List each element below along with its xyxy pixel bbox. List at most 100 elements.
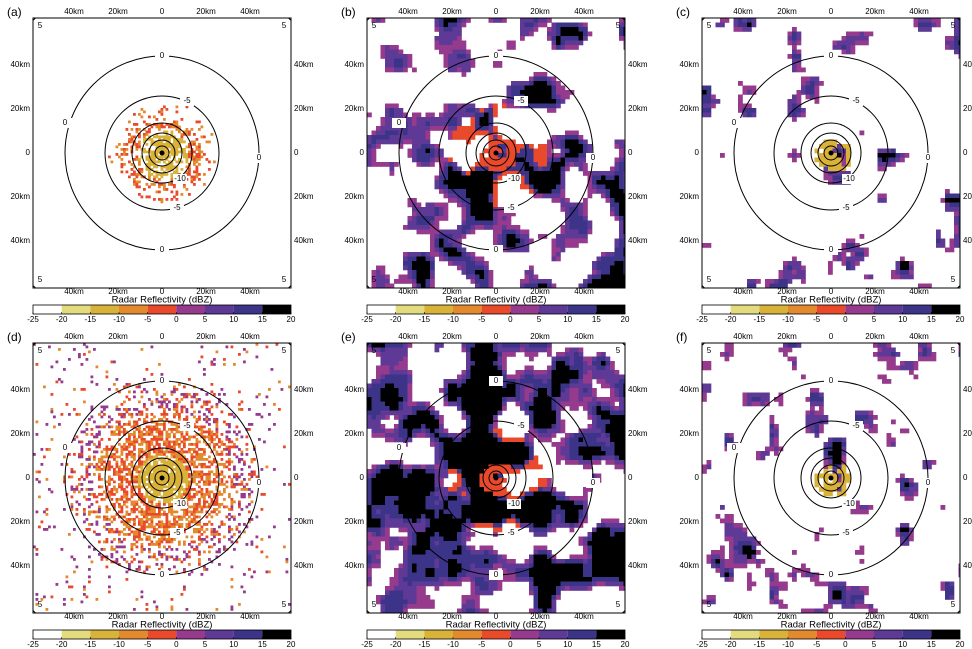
echo-cell — [148, 433, 151, 436]
echo-cell — [225, 453, 229, 456]
echo-cell — [578, 22, 584, 28]
echo-cell — [190, 453, 194, 456]
echo-cell — [832, 171, 838, 176]
echo-cell — [614, 157, 620, 163]
echo-cell — [787, 261, 793, 266]
echo-cell — [108, 415, 111, 419]
echo-cell — [35, 598, 39, 601]
echo-cell — [193, 465, 196, 469]
echo-cell — [200, 465, 204, 469]
echo-cell — [120, 163, 124, 166]
echo-cell — [614, 166, 620, 172]
echo-cell — [195, 473, 199, 476]
echo-cell — [203, 483, 206, 486]
echo-cell — [560, 94, 566, 100]
echo-cell — [623, 274, 625, 280]
y-tick-label: 40km — [294, 385, 314, 394]
echo-cell — [125, 148, 129, 151]
range-ring — [141, 132, 183, 174]
echo-cell — [118, 473, 121, 476]
echo-cell — [133, 443, 136, 446]
echo-cell — [542, 22, 548, 28]
echo-cell — [183, 543, 186, 546]
echo-cell — [416, 261, 422, 266]
echo-cell — [439, 189, 444, 194]
echo-cell — [213, 393, 216, 396]
echo-cell — [153, 468, 156, 471]
echo-cell — [195, 470, 199, 474]
echo-cell — [125, 438, 129, 441]
echo-cell — [180, 468, 184, 471]
echo-cell — [148, 168, 151, 171]
echo-cell — [493, 184, 498, 190]
echo-cell — [614, 274, 620, 280]
echo-cell — [188, 550, 191, 554]
echo-cell — [173, 405, 176, 409]
echo-cell — [475, 184, 480, 190]
echo-cell — [556, 238, 561, 244]
echo-cell — [533, 72, 539, 77]
echo-cell — [93, 420, 96, 424]
echo-cell — [470, 256, 476, 262]
echo-cell — [150, 413, 154, 416]
echo-cell — [210, 523, 214, 526]
echo-cell — [250, 423, 254, 426]
echo-cell — [578, 207, 584, 212]
echo-cell — [877, 148, 883, 154]
echo-cell — [484, 216, 489, 221]
echo-cell — [200, 488, 204, 491]
echo-cell — [153, 135, 156, 139]
echo-cell — [245, 453, 249, 456]
echo-cell — [128, 565, 131, 569]
echo-cell — [128, 513, 131, 516]
echo-cell — [210, 560, 214, 564]
echo-cell — [457, 22, 462, 28]
echo-cell — [556, 81, 561, 86]
echo-cell — [100, 450, 104, 454]
echo-cell — [260, 508, 264, 511]
echo-cell — [170, 393, 174, 396]
echo-cell — [439, 45, 444, 50]
echo-cell — [118, 425, 121, 429]
echo-cell — [801, 81, 806, 86]
echo-cell — [128, 420, 131, 424]
echo-cell — [148, 565, 151, 569]
echo-cell — [48, 448, 51, 451]
range-ring — [104, 95, 220, 211]
echo-cell — [128, 413, 131, 416]
echo-cell — [173, 165, 176, 169]
echo-cell — [430, 117, 435, 122]
echo-cell — [158, 485, 161, 489]
echo-cell — [150, 168, 154, 171]
echo-cell — [153, 470, 156, 474]
echo-cell — [434, 153, 440, 158]
echo-cell — [506, 216, 512, 221]
echo-cell — [175, 145, 179, 149]
echo-cell — [213, 530, 216, 534]
echo-cell — [208, 495, 211, 499]
echo-cell — [188, 473, 191, 476]
echo-cell — [475, 121, 480, 127]
echo-cell — [452, 58, 458, 64]
y-tick-label: 40km — [10, 385, 30, 394]
colorbar-frame — [701, 304, 961, 315]
echo-cell — [130, 508, 134, 511]
echo-cell — [43, 385, 46, 389]
echo-cell — [170, 555, 174, 559]
echo-cell — [163, 525, 166, 529]
echo-cell — [380, 54, 386, 59]
colorbar-tick-label: -10 — [113, 640, 125, 649]
echo-cell — [198, 153, 201, 156]
y-tick-label: 40km — [294, 60, 314, 69]
echo-cell — [140, 465, 144, 469]
echo-cell — [954, 40, 959, 46]
echo-cell — [145, 168, 149, 171]
echo-cell — [200, 433, 204, 436]
echo-cell — [163, 425, 166, 429]
echo-cell — [240, 483, 244, 486]
echo-cell — [210, 133, 214, 136]
echo-cell — [125, 498, 129, 501]
echo-cell — [394, 279, 399, 284]
echo-cell — [421, 121, 426, 127]
